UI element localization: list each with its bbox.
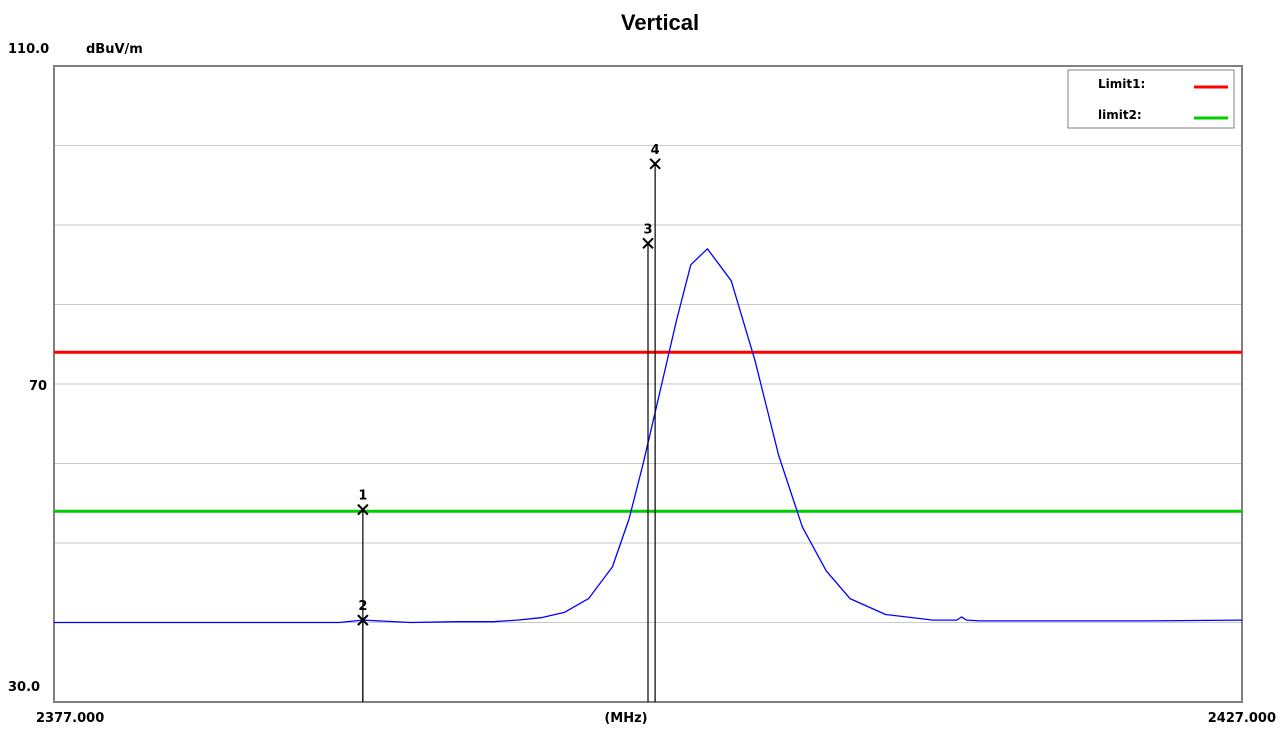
- y-tick-bottom: 30.0: [8, 680, 40, 695]
- marker-point-2: [357, 614, 369, 626]
- marker-label-2: 2: [358, 599, 367, 614]
- x-tick-right: 2427.000: [1208, 711, 1276, 726]
- y-tick-mid: 70: [29, 379, 47, 394]
- chart-title: Vertical: [621, 10, 699, 35]
- y-tick-top: 110.0: [8, 42, 49, 57]
- marker-label-3: 3: [643, 222, 652, 237]
- x-tick-left: 2377.000: [36, 711, 104, 726]
- x-axis-label: (MHz): [604, 711, 647, 726]
- marker-label-4: 4: [651, 143, 660, 158]
- legend-label-limit2: limit2:: [1098, 108, 1142, 122]
- trace-line-1: [54, 248, 1243, 624]
- marker-point-3: [642, 237, 654, 249]
- plot-area: 1 2 3 4: [53, 65, 1243, 703]
- y-unit-label: dBuV/m: [86, 42, 143, 57]
- legend: Limit1: limit2:: [1067, 69, 1235, 129]
- marker-point-1: [357, 503, 369, 516]
- marker-label-1: 1: [358, 489, 367, 504]
- legend-label-limit1: Limit1:: [1098, 77, 1145, 91]
- marker-point-4: [649, 158, 661, 170]
